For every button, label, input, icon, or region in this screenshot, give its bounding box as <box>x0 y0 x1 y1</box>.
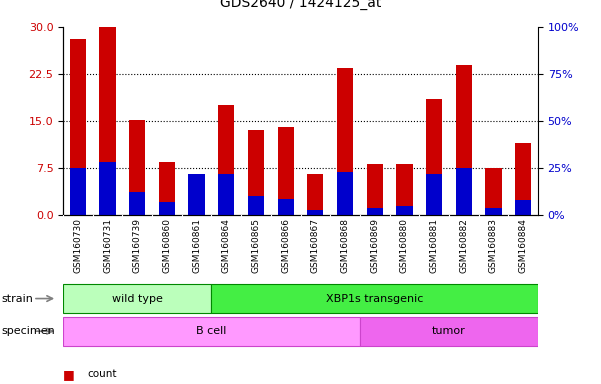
Bar <box>218 174 234 215</box>
Bar <box>485 168 502 215</box>
Text: GDS2640 / 1424125_at: GDS2640 / 1424125_at <box>220 0 381 10</box>
Bar <box>367 164 383 215</box>
Text: GSM160867: GSM160867 <box>311 218 320 273</box>
Text: GSM160883: GSM160883 <box>489 218 498 273</box>
Bar <box>129 192 145 215</box>
Bar <box>218 105 234 215</box>
Text: GSM160739: GSM160739 <box>133 218 142 273</box>
Text: GSM160884: GSM160884 <box>519 218 528 273</box>
Text: XBP1s transgenic: XBP1s transgenic <box>326 293 423 304</box>
Bar <box>63 316 360 346</box>
Bar <box>129 120 145 215</box>
Bar <box>63 284 212 313</box>
Bar <box>248 196 264 215</box>
Text: GSM160882: GSM160882 <box>459 218 468 273</box>
Bar <box>426 174 442 215</box>
Text: GSM160880: GSM160880 <box>400 218 409 273</box>
Bar <box>360 316 538 346</box>
Bar <box>515 200 531 215</box>
Bar <box>367 207 383 215</box>
Bar <box>70 168 86 215</box>
Text: B cell: B cell <box>197 326 227 336</box>
Bar <box>212 284 538 313</box>
Bar <box>337 172 353 215</box>
Text: GSM160881: GSM160881 <box>430 218 439 273</box>
Text: count: count <box>87 369 117 379</box>
Bar <box>337 68 353 215</box>
Text: GSM160864: GSM160864 <box>222 218 231 273</box>
Bar <box>278 127 294 215</box>
Text: tumor: tumor <box>432 326 466 336</box>
Bar <box>278 199 294 215</box>
Bar <box>248 131 264 215</box>
Text: GSM160868: GSM160868 <box>341 218 350 273</box>
Bar <box>189 174 205 215</box>
Bar <box>159 202 175 215</box>
Text: specimen: specimen <box>1 326 55 336</box>
Text: strain: strain <box>1 293 33 304</box>
Bar <box>426 99 442 215</box>
Text: GSM160861: GSM160861 <box>192 218 201 273</box>
Text: GSM160730: GSM160730 <box>73 218 82 273</box>
Text: GSM160869: GSM160869 <box>370 218 379 273</box>
Text: GSM160731: GSM160731 <box>103 218 112 273</box>
Text: GSM160866: GSM160866 <box>281 218 290 273</box>
Bar <box>396 164 412 215</box>
Bar <box>99 27 116 215</box>
Bar <box>70 40 86 215</box>
Text: GSM160865: GSM160865 <box>251 218 260 273</box>
Bar <box>515 143 531 215</box>
Text: ■: ■ <box>63 368 75 381</box>
Bar <box>307 210 323 215</box>
Bar <box>307 174 323 215</box>
Bar <box>456 65 472 215</box>
Bar <box>456 168 472 215</box>
Bar <box>396 206 412 215</box>
Bar <box>485 207 502 215</box>
Text: GSM160860: GSM160860 <box>162 218 171 273</box>
Text: wild type: wild type <box>112 293 163 304</box>
Bar <box>159 162 175 215</box>
Bar <box>189 174 205 215</box>
Bar <box>99 162 116 215</box>
